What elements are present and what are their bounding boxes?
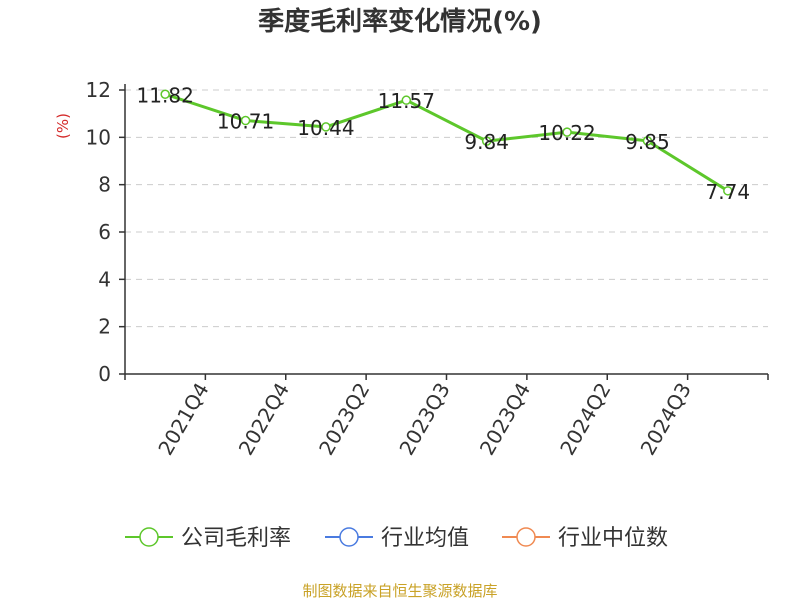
data-label: 10.22 bbox=[538, 121, 595, 145]
legend-marker bbox=[339, 527, 359, 547]
series-layer: 11.82 10.71 10.44 11.57 9.84 10.22 9.85 7.74 bbox=[137, 83, 751, 204]
y-tick-label: 2 bbox=[98, 315, 111, 339]
y-tick-label: 0 bbox=[98, 362, 111, 386]
data-label: 11.57 bbox=[378, 89, 435, 113]
legend-marker bbox=[516, 527, 536, 547]
chart-title: 季度毛利率变化情况(%) bbox=[258, 6, 542, 37]
x-tick-label: 2024Q3 bbox=[635, 379, 695, 460]
data-label: 10.71 bbox=[217, 110, 274, 134]
y-tick-label: 10 bbox=[86, 125, 111, 149]
x-tick-labels: 2021Q4 2022Q4 2023Q2 2023Q3 2023Q4 2024Q2 2024… bbox=[153, 379, 696, 460]
x-tick-label: 2021Q4 bbox=[153, 379, 213, 460]
legend-marker bbox=[139, 527, 159, 547]
data-point bbox=[562, 127, 572, 137]
data-point bbox=[160, 89, 170, 100]
data-label: 9.84 bbox=[464, 130, 509, 154]
grid-lines bbox=[125, 89, 768, 328]
data-point bbox=[481, 136, 492, 146]
data-point bbox=[240, 115, 251, 126]
data-label: 11.82 bbox=[137, 83, 194, 107]
data-point bbox=[401, 95, 412, 105]
legend-label: 公司毛利率 bbox=[181, 526, 291, 551]
x-tick-label: 2024Q2 bbox=[555, 379, 615, 460]
y-tick-label: 12 bbox=[86, 78, 111, 102]
y-tick-label: 6 bbox=[98, 220, 111, 244]
legend-label: 行业中位数 bbox=[558, 526, 668, 551]
y-tick-label: 4 bbox=[98, 267, 111, 291]
source-note: 制图数据来自恒生聚源数据库 bbox=[302, 582, 497, 600]
x-tick-label: 2022Q4 bbox=[234, 379, 294, 460]
data-point bbox=[723, 186, 733, 196]
data-point bbox=[321, 122, 331, 132]
x-tick-label: 2023Q4 bbox=[475, 379, 535, 460]
data-label: 10.44 bbox=[297, 116, 354, 140]
axes bbox=[119, 84, 769, 380]
y-axis-label: (%) bbox=[54, 113, 72, 139]
data-label: 7.74 bbox=[706, 180, 751, 204]
data-point bbox=[642, 136, 653, 146]
legend-label: 行业均值 bbox=[381, 526, 469, 551]
x-tick-label: 2023Q3 bbox=[394, 379, 454, 460]
series-line bbox=[163, 92, 730, 193]
x-tick-label: 2023Q2 bbox=[314, 379, 374, 460]
legend: 公司毛利率 行业均值 行业中位数 bbox=[125, 526, 668, 551]
y-tick-label: 8 bbox=[98, 173, 111, 197]
data-label: 9.85 bbox=[625, 130, 670, 154]
y-tick-labels: 0 2 4 6 8 10 12 bbox=[86, 78, 111, 386]
